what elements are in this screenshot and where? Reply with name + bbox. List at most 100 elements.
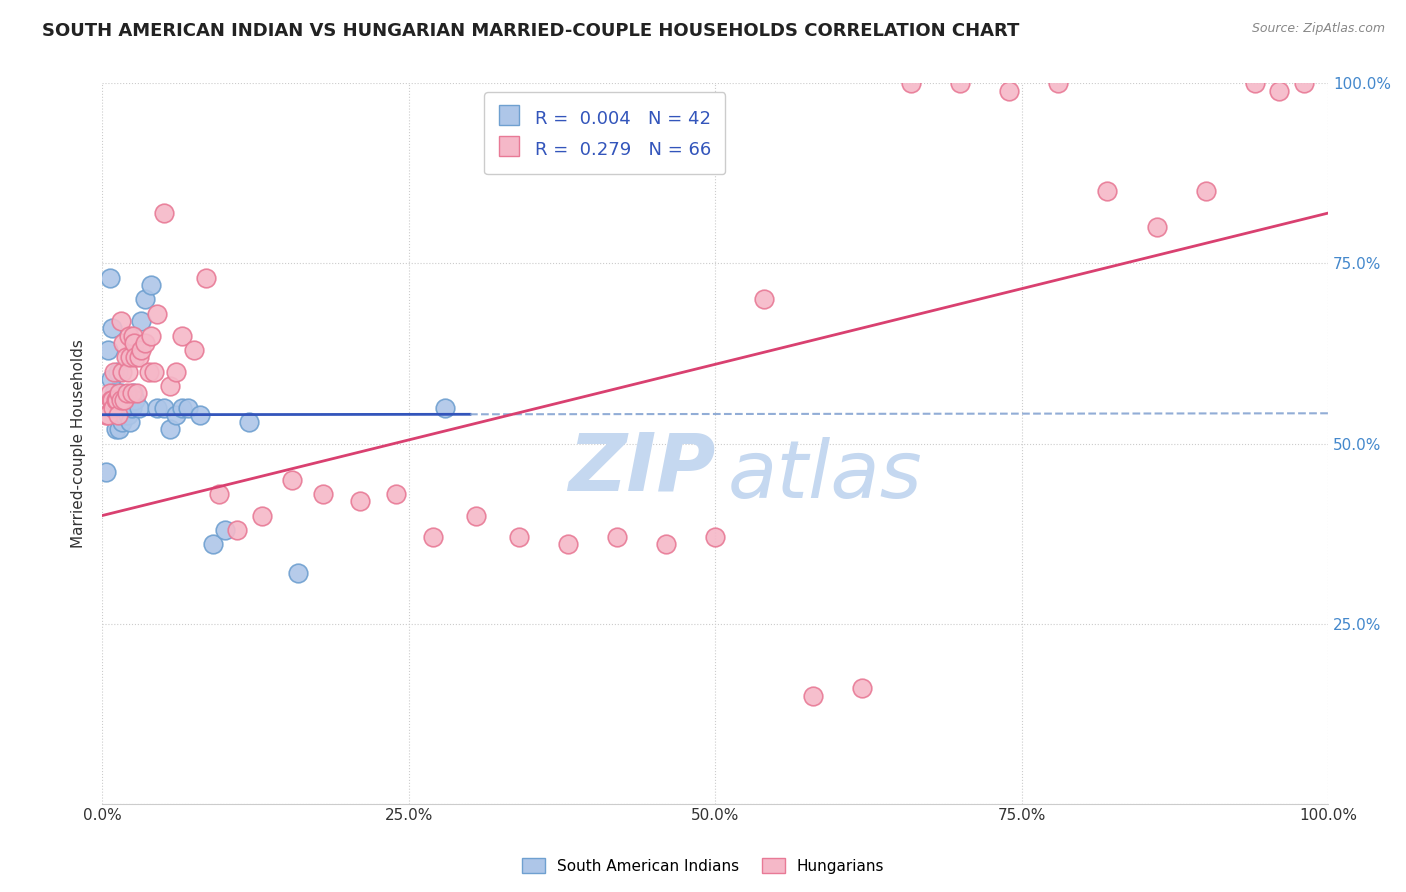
Point	[1268, 84, 1291, 98]
Point	[118, 401, 141, 415]
Point	[100, 372, 122, 386]
Point	[120, 350, 142, 364]
Point	[121, 328, 143, 343]
Point	[121, 386, 143, 401]
Point	[114, 350, 136, 364]
Point	[1243, 77, 1265, 91]
Point	[159, 422, 181, 436]
Point	[134, 293, 156, 307]
Point	[103, 364, 125, 378]
Point	[900, 77, 922, 91]
Point	[103, 393, 125, 408]
Y-axis label: Married-couple Households: Married-couple Households	[72, 339, 86, 548]
Point	[557, 537, 579, 551]
Point	[111, 364, 134, 378]
Point	[117, 408, 139, 422]
Point	[146, 401, 169, 415]
Point	[165, 408, 187, 422]
Point	[281, 473, 304, 487]
Point	[606, 530, 628, 544]
Point	[1047, 77, 1070, 91]
Point	[110, 314, 132, 328]
Point	[754, 293, 776, 307]
Point	[124, 350, 146, 364]
Point	[1292, 77, 1315, 91]
Point	[112, 401, 135, 415]
Point	[195, 271, 218, 285]
Point	[118, 328, 141, 343]
Point	[704, 530, 727, 544]
Point	[115, 386, 138, 401]
Point	[107, 393, 129, 408]
Point	[141, 328, 163, 343]
Point	[94, 466, 117, 480]
Point	[112, 335, 135, 350]
Point	[159, 379, 181, 393]
Point	[1097, 185, 1119, 199]
Point	[949, 77, 972, 91]
Point	[114, 401, 136, 415]
Point	[508, 530, 530, 544]
Point	[851, 681, 873, 696]
Point	[100, 393, 122, 408]
Text: Source: ZipAtlas.com: Source: ZipAtlas.com	[1251, 22, 1385, 36]
Point	[801, 689, 824, 703]
Point	[117, 364, 139, 378]
Point	[434, 401, 457, 415]
Point	[111, 415, 134, 429]
Point	[128, 350, 150, 364]
Point	[201, 537, 224, 551]
Point	[214, 523, 236, 537]
Point	[131, 343, 153, 357]
Point	[98, 386, 121, 401]
Point	[103, 386, 125, 401]
Point	[110, 408, 132, 422]
Point	[112, 408, 135, 422]
Point	[152, 206, 174, 220]
Point	[112, 393, 135, 408]
Legend: South American Indians, Hungarians: South American Indians, Hungarians	[516, 852, 890, 880]
Point	[104, 393, 127, 408]
Point	[103, 401, 125, 415]
Point	[152, 401, 174, 415]
Point	[170, 328, 193, 343]
Point	[141, 278, 163, 293]
Point	[107, 408, 129, 422]
Point	[110, 393, 132, 408]
Point	[165, 364, 187, 378]
Point	[97, 408, 120, 422]
Point	[138, 364, 160, 378]
Point	[655, 537, 678, 551]
Point	[105, 393, 128, 408]
Point	[115, 393, 138, 408]
Point	[287, 566, 309, 581]
Point	[146, 307, 169, 321]
Point	[98, 271, 121, 285]
Point	[121, 401, 143, 415]
Point	[142, 364, 165, 378]
Point	[101, 321, 124, 335]
Point	[998, 84, 1021, 98]
Point	[226, 523, 249, 537]
Point	[170, 401, 193, 415]
Point	[422, 530, 444, 544]
Point	[177, 401, 200, 415]
Point	[385, 487, 408, 501]
Point	[105, 401, 128, 415]
Point	[125, 386, 148, 401]
Text: atlas: atlas	[727, 437, 922, 515]
Point	[131, 314, 153, 328]
Point	[188, 408, 211, 422]
Point	[122, 335, 145, 350]
Point	[349, 494, 371, 508]
Point	[208, 487, 231, 501]
Text: SOUTH AMERICAN INDIAN VS HUNGARIAN MARRIED-COUPLE HOUSEHOLDS CORRELATION CHART: SOUTH AMERICAN INDIAN VS HUNGARIAN MARRI…	[42, 22, 1019, 40]
Point	[103, 408, 125, 422]
Text: ZIP: ZIP	[568, 430, 716, 508]
Point	[1146, 220, 1168, 235]
Point	[1194, 185, 1216, 199]
Point	[183, 343, 205, 357]
Point	[134, 335, 156, 350]
Point	[124, 393, 146, 408]
Legend: R =  0.004   N = 42, R =  0.279   N = 66: R = 0.004 N = 42, R = 0.279 N = 66	[484, 93, 725, 175]
